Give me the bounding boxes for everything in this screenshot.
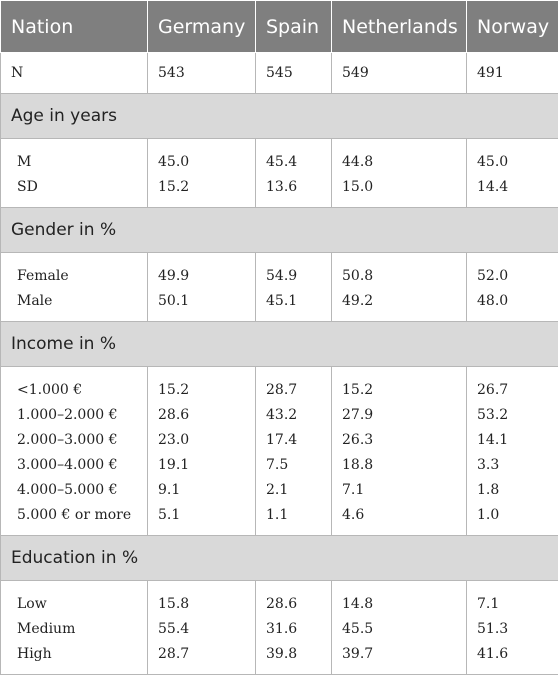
cell-germany: 5.1 <box>148 502 256 536</box>
cell-netherlands: 14.8 <box>332 581 467 617</box>
cell-germany: 543 <box>148 53 256 94</box>
row-label: 4.000–5.000 € <box>1 477 148 502</box>
cell-germany: 15.8 <box>148 581 256 617</box>
cell-norway: 51.3 <box>467 616 558 641</box>
cell-germany: 50.1 <box>148 288 256 322</box>
cell-spain: 43.2 <box>256 402 332 427</box>
cell-netherlands: 18.8 <box>332 452 467 477</box>
cell-netherlands: 26.3 <box>332 427 467 452</box>
cell-norway: 41.6 <box>467 641 558 675</box>
cell-netherlands: 15.2 <box>332 367 467 403</box>
cell-norway: 14.1 <box>467 427 558 452</box>
row-label: Medium <box>1 616 148 641</box>
cell-netherlands: 15.0 <box>332 174 467 208</box>
cell-norway: 48.0 <box>467 288 558 322</box>
cell-norway: 7.1 <box>467 581 558 617</box>
row-label: 3.000–4.000 € <box>1 452 148 477</box>
cell-norway: 3.3 <box>467 452 558 477</box>
cell-netherlands: 4.6 <box>332 502 467 536</box>
cell-spain: 31.6 <box>256 616 332 641</box>
cell-spain: 1.1 <box>256 502 332 536</box>
cell-norway: 14.4 <box>467 174 558 208</box>
cell-germany: 23.0 <box>148 427 256 452</box>
section-header-row: Education in % <box>1 536 558 581</box>
cell-netherlands: 50.8 <box>332 253 467 289</box>
cell-germany: 28.7 <box>148 641 256 675</box>
cell-germany: 28.6 <box>148 402 256 427</box>
row-label: <1.000 € <box>1 367 148 403</box>
cell-norway: 1.8 <box>467 477 558 502</box>
header-nation: Nation <box>1 1 148 53</box>
row-label: Female <box>1 253 148 289</box>
header-germany: Germany <box>148 1 256 53</box>
cell-spain: 39.8 <box>256 641 332 675</box>
section-title: Education in % <box>1 536 558 581</box>
section-header-row: Gender in % <box>1 208 558 253</box>
cell-germany: 19.1 <box>148 452 256 477</box>
cell-spain: 2.1 <box>256 477 332 502</box>
row-label: Low <box>1 581 148 617</box>
section-title: Age in years <box>1 94 558 139</box>
cell-norway: 53.2 <box>467 402 558 427</box>
section-header-row: Age in years <box>1 94 558 139</box>
cell-germany: 15.2 <box>148 367 256 403</box>
cell-netherlands: 44.8 <box>332 139 467 175</box>
cell-spain: 545 <box>256 53 332 94</box>
header-spain: Spain <box>256 1 332 53</box>
cell-germany: 15.2 <box>148 174 256 208</box>
cell-germany: 45.0 <box>148 139 256 175</box>
row-label: 1.000–2.000 € <box>1 402 148 427</box>
section-header-row: Income in % <box>1 322 558 367</box>
cell-netherlands: 39.7 <box>332 641 467 675</box>
cell-germany: 49.9 <box>148 253 256 289</box>
cell-netherlands: 45.5 <box>332 616 467 641</box>
cell-germany: 55.4 <box>148 616 256 641</box>
row-label: Male <box>1 288 148 322</box>
cell-spain: 45.4 <box>256 139 332 175</box>
cell-spain: 28.7 <box>256 367 332 403</box>
cell-spain: 13.6 <box>256 174 332 208</box>
cell-norway: 45.0 <box>467 139 558 175</box>
row-label: M <box>1 139 148 175</box>
cell-spain: 17.4 <box>256 427 332 452</box>
cell-norway: 52.0 <box>467 253 558 289</box>
cell-netherlands: 7.1 <box>332 477 467 502</box>
header-row: Nation Germany Spain Netherlands Norway <box>1 1 558 53</box>
cell-spain: 45.1 <box>256 288 332 322</box>
cell-germany: 9.1 <box>148 477 256 502</box>
row-label: 2.000–3.000 € <box>1 427 148 452</box>
sample-size-row: N 543 545 549 491 <box>1 53 558 94</box>
header-norway: Norway <box>467 1 558 53</box>
row-label: SD <box>1 174 148 208</box>
cell-norway: 26.7 <box>467 367 558 403</box>
row-label: High <box>1 641 148 675</box>
cell-spain: 54.9 <box>256 253 332 289</box>
cell-spain: 7.5 <box>256 452 332 477</box>
cell-spain: 28.6 <box>256 581 332 617</box>
cell-netherlands: 49.2 <box>332 288 467 322</box>
cell-norway: 1.0 <box>467 502 558 536</box>
section-title: Income in % <box>1 322 558 367</box>
section-title: Gender in % <box>1 208 558 253</box>
cell-netherlands: 549 <box>332 53 467 94</box>
cell-norway: 491 <box>467 53 558 94</box>
row-label: N <box>1 53 148 94</box>
cell-netherlands: 27.9 <box>332 402 467 427</box>
row-label: 5.000 € or more <box>1 502 148 536</box>
header-netherlands: Netherlands <box>332 1 467 53</box>
